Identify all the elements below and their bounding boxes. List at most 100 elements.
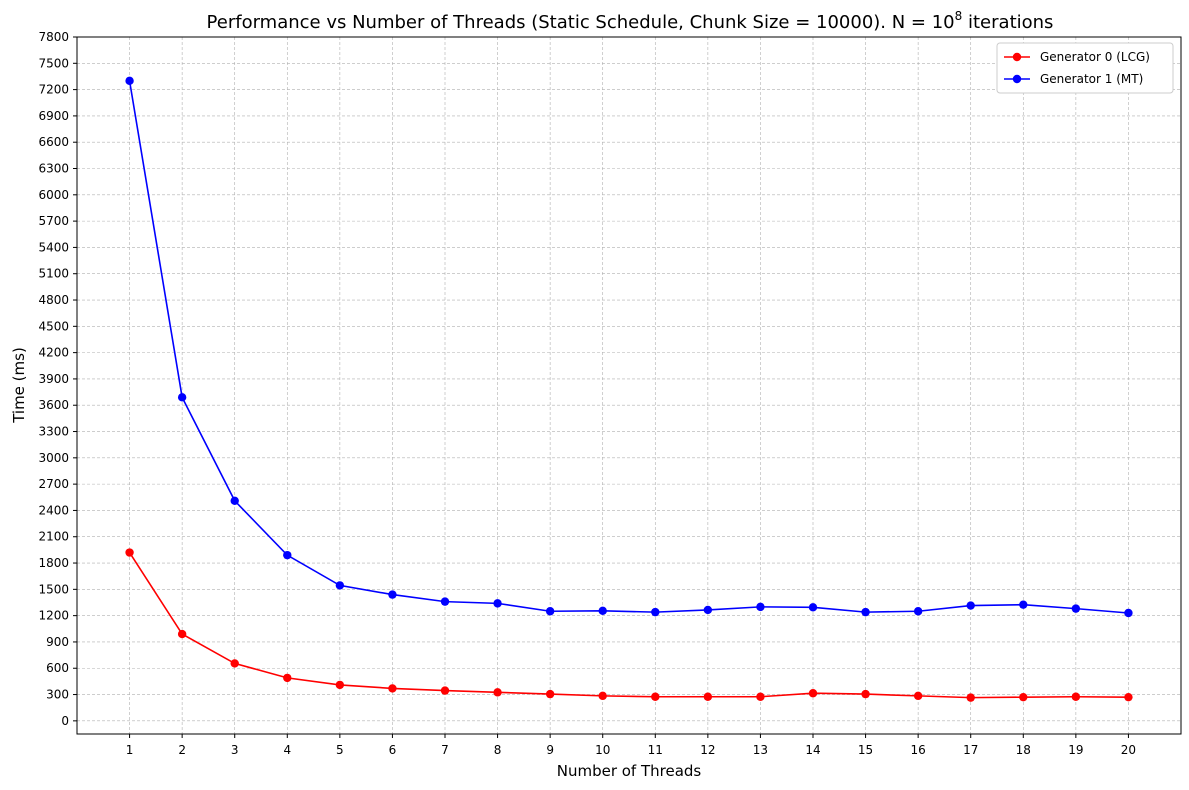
y-tick-label: 2700 [38, 477, 69, 491]
y-tick-label: 6900 [38, 109, 69, 123]
y-tick-label: 1200 [38, 609, 69, 623]
y-tick-label: 6000 [38, 188, 69, 202]
data-point [1019, 600, 1028, 609]
y-axis: 0 300 600 900 1200 1500 1800 2100 2400 2700 3000 33… [38, 30, 77, 728]
x-tick-label: 15 [858, 743, 873, 757]
data-point [440, 686, 450, 695]
x-tick-label: 18 [1016, 743, 1031, 757]
legend-marker [1012, 74, 1022, 84]
x-tick-label: 7 [441, 743, 449, 757]
data-point [125, 76, 134, 86]
data-point [545, 689, 555, 699]
data-point [966, 693, 975, 702]
x-axis: 1 2 3 4 5 6 7 8 9 10 11 12 13 14 15 16 17 18 19 20 [126, 734, 1136, 757]
x-tick-label: 19 [1068, 743, 1083, 757]
x-tick-label: 14 [805, 743, 820, 757]
x-tick-label: 12 [700, 743, 715, 757]
data-point [1124, 692, 1133, 702]
legend: Generator 0 (LCG) Generator 1 (MT) [996, 42, 1174, 94]
data-point [1019, 692, 1028, 702]
y-tick-label: 4500 [38, 319, 69, 333]
y-tick-label: 3600 [38, 398, 69, 412]
y-tick-label: 300 [46, 688, 69, 702]
data-point [651, 692, 660, 701]
x-tick-label: 4 [283, 743, 291, 757]
data-point [230, 496, 239, 505]
data-point [756, 602, 765, 612]
data-point [966, 601, 975, 610]
data-point [861, 607, 870, 617]
y-tick-label: 7500 [38, 56, 69, 70]
series-1 [125, 76, 1133, 618]
data-point [335, 680, 345, 690]
y-tick-label: 7200 [38, 83, 69, 97]
y-tick-label: 900 [46, 635, 69, 649]
series-0 [125, 548, 1133, 702]
data-point [388, 684, 397, 693]
series-line [128, 80, 1129, 614]
y-tick-label: 2400 [38, 503, 69, 517]
x-tick-label: 5 [336, 743, 344, 757]
series-line [128, 552, 1129, 699]
legend-marker [1012, 52, 1022, 62]
x-tick-label: 6 [389, 743, 397, 757]
data-point [1124, 608, 1133, 618]
y-tick-label: 4800 [38, 293, 69, 307]
data-point [388, 590, 397, 599]
x-axis-label: Number of Threads [557, 762, 702, 780]
data-point [1071, 692, 1081, 701]
data-point [440, 597, 450, 606]
y-tick-label: 600 [46, 661, 69, 675]
plot-frame [76, 36, 1182, 735]
x-tick-label: 17 [963, 743, 978, 757]
data-point [913, 691, 923, 701]
legend-label: Generator 1 (MT) [1040, 72, 1143, 86]
y-tick-label: 3000 [38, 451, 69, 465]
legend-label: Generator 0 (LCG) [1040, 50, 1150, 64]
data-point [493, 599, 502, 608]
data-point [598, 691, 607, 701]
y-tick-label: 5400 [38, 240, 69, 254]
data-point [177, 629, 187, 639]
y-tick-label: 3300 [38, 425, 69, 439]
y-tick-label: 6300 [38, 162, 69, 176]
y-tick-label: 7800 [38, 30, 69, 44]
y-tick-label: 1500 [38, 582, 69, 596]
data-point [756, 692, 765, 701]
data-point [493, 688, 502, 697]
data-point [598, 606, 607, 616]
legend-entry: Generator 1 (MT) [1004, 72, 1143, 86]
plot-series [125, 76, 1133, 702]
chart-title: Performance vs Number of Threads (Static… [207, 9, 1054, 33]
y-tick-label: 0 [61, 714, 69, 728]
x-tick-label: 3 [231, 743, 239, 757]
x-tick-label: 8 [494, 743, 502, 757]
data-point [808, 603, 818, 612]
data-point [335, 581, 345, 590]
data-point [230, 659, 239, 668]
y-tick-label: 1800 [38, 556, 69, 570]
y-tick-label: 5700 [38, 214, 69, 228]
x-tick-label: 16 [911, 743, 926, 757]
x-tick-label: 11 [648, 743, 663, 757]
legend-entry: Generator 0 (LCG) [1004, 50, 1150, 64]
x-tick-label: 2 [178, 743, 186, 757]
y-axis-label: Time (ms) [10, 347, 28, 424]
y-tick-label: 6600 [38, 135, 69, 149]
data-point [545, 607, 555, 616]
data-point [808, 689, 818, 698]
data-point [703, 692, 713, 701]
x-tick-label: 1 [126, 743, 134, 757]
y-tick-label: 2100 [38, 530, 69, 544]
data-point [125, 548, 134, 557]
data-point [913, 607, 923, 616]
data-point [651, 607, 660, 617]
data-point [703, 605, 713, 615]
x-tick-label: 9 [546, 743, 554, 757]
y-tick-label: 4200 [38, 346, 69, 360]
x-tick-label: 10 [595, 743, 610, 757]
data-point [177, 393, 187, 402]
data-point [283, 673, 292, 683]
data-point [1071, 604, 1081, 613]
